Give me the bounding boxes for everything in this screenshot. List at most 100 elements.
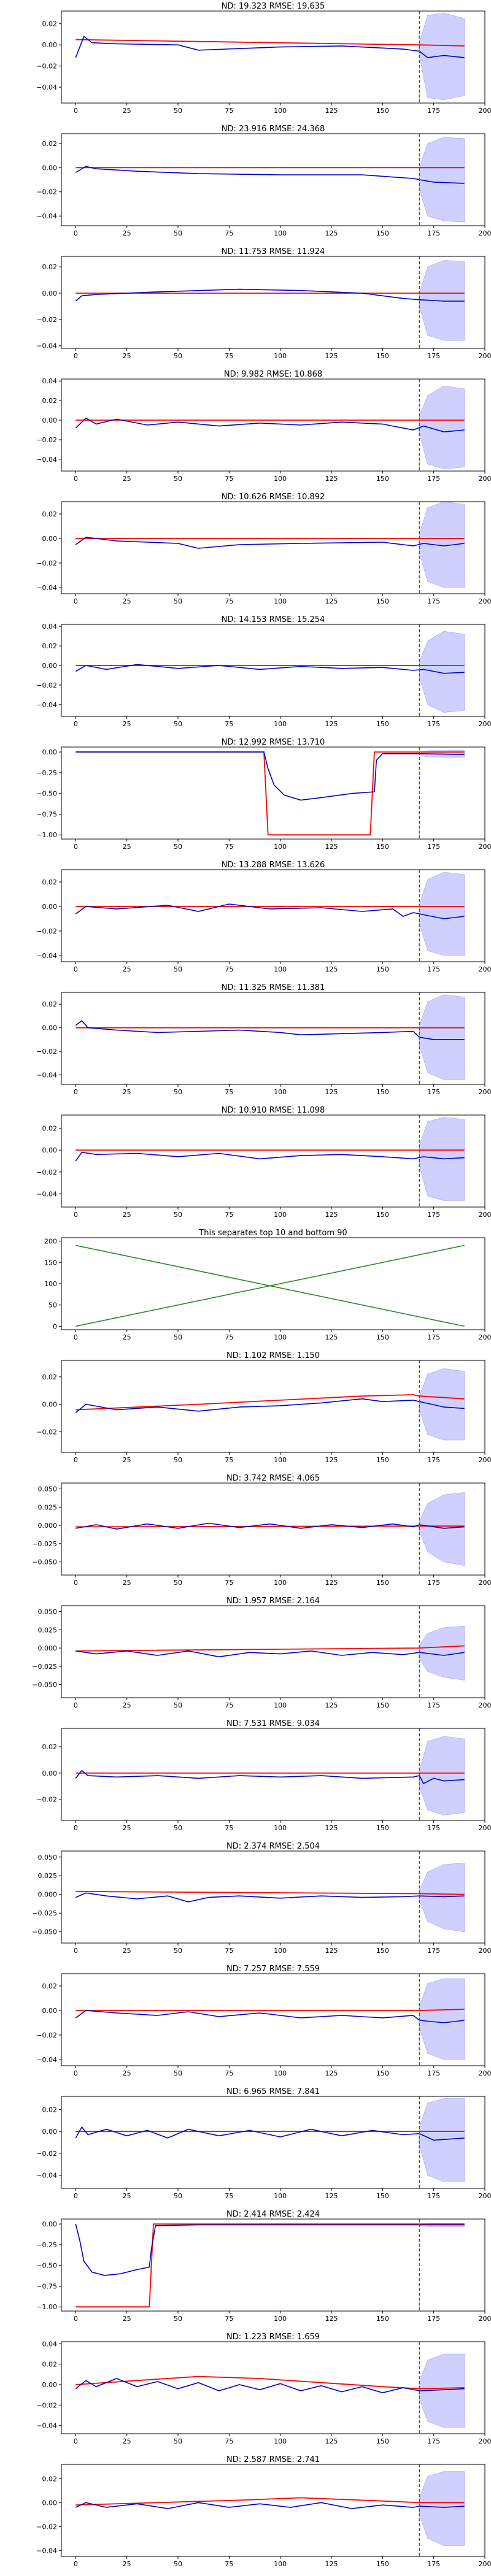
y-tick-label: −0.025 bbox=[32, 1540, 57, 1548]
x-tick-label: 100 bbox=[274, 1088, 287, 1096]
y-tick-label: 0.02 bbox=[42, 1743, 58, 1751]
ground-truth-line bbox=[75, 2375, 465, 2390]
x-tick-label: 175 bbox=[427, 2560, 440, 2568]
y-tick-label: −0.50 bbox=[36, 790, 57, 798]
y-tick-label: 0.025 bbox=[38, 1503, 58, 1511]
x-tick-label: 150 bbox=[376, 1088, 389, 1096]
x-tick-label: 25 bbox=[123, 597, 131, 605]
y-tick-label: −0.04 bbox=[36, 456, 57, 464]
plot-area bbox=[75, 1974, 465, 2066]
x-tick-label: 200 bbox=[479, 1333, 491, 1341]
x-tick-label: 75 bbox=[225, 107, 233, 115]
subplot-4: ND: 9.982 RMSE: 10.868 0 25 50 75 100 125 150 17… bbox=[36, 370, 491, 483]
plot-area bbox=[75, 2096, 465, 2188]
y-tick-label: −0.02 bbox=[36, 1048, 57, 1056]
x-tick-label: 25 bbox=[123, 107, 131, 115]
x-tick-label: 50 bbox=[174, 720, 182, 728]
y-tick-label: 0.00 bbox=[42, 2381, 58, 2389]
x-tick-label: 0 bbox=[74, 1824, 78, 1832]
x-tick-label: 150 bbox=[376, 1456, 389, 1464]
axes-frame bbox=[61, 1728, 485, 1821]
x-tick-label: 75 bbox=[225, 2192, 233, 2200]
x-tick-label: 100 bbox=[274, 1211, 287, 1219]
x-tick-label: 125 bbox=[325, 2315, 338, 2323]
prediction-interval-band bbox=[419, 1978, 465, 2060]
axes-frame bbox=[61, 992, 485, 1085]
prediction-interval-band bbox=[419, 872, 465, 956]
subplot-21: ND: 2.587 RMSE: 2.741 0 25 50 75 100 125 150 175… bbox=[36, 2455, 491, 2568]
prediction-line bbox=[75, 2502, 465, 2509]
subplot-title: ND: 2.374 RMSE: 2.504 bbox=[226, 1842, 320, 1851]
x-tick-label: 200 bbox=[479, 1579, 491, 1587]
x-tick-label: 175 bbox=[427, 1333, 440, 1341]
axes-frame bbox=[61, 2218, 485, 2312]
y-tick-label: 0.02 bbox=[42, 510, 58, 518]
y-tick-label: −0.25 bbox=[36, 2241, 57, 2249]
x-tick-label: 100 bbox=[274, 2315, 287, 2323]
subplot-12: ND: 1.102 RMSE: 1.150 0 25 50 75 100 125 150 175… bbox=[36, 1351, 491, 1464]
x-tick-label: 25 bbox=[123, 1211, 131, 1219]
ground-truth-line bbox=[75, 2497, 465, 2506]
y-tick-label: −0.02 bbox=[36, 436, 57, 444]
plot-area bbox=[75, 2219, 465, 2311]
x-tick-label: 100 bbox=[274, 107, 287, 115]
x-tick-label: 100 bbox=[274, 1579, 287, 1587]
subplot-title: This separates top 10 and bottom 90 bbox=[198, 1229, 347, 1238]
x-tick-label: 75 bbox=[225, 475, 233, 483]
y-tick-label: 150 bbox=[44, 1259, 57, 1267]
y-tick-label: −0.04 bbox=[36, 83, 57, 91]
axes-frame bbox=[61, 133, 485, 226]
plot-area bbox=[75, 1360, 465, 1452]
prediction-line bbox=[75, 1522, 465, 1530]
x-tick-label: 75 bbox=[225, 1333, 233, 1341]
x-tick-label: 150 bbox=[376, 107, 389, 115]
y-tick-label: −1.00 bbox=[36, 831, 57, 839]
subplot-5: ND: 10.626 RMSE: 10.892 0 25 50 75 100 125 150 1… bbox=[36, 493, 491, 605]
x-tick-label: 0 bbox=[74, 1088, 78, 1096]
prediction-interval-band bbox=[419, 137, 465, 223]
x-tick-label: 200 bbox=[479, 2437, 491, 2445]
x-tick-label: 200 bbox=[479, 2192, 491, 2200]
y-tick-label: −0.02 bbox=[36, 2523, 57, 2531]
y-tick-label: 0.00 bbox=[42, 1024, 58, 1032]
axes-frame bbox=[61, 869, 485, 962]
y-tick-label: −0.04 bbox=[36, 342, 57, 350]
plot-area bbox=[75, 1483, 465, 1575]
y-tick-label: 0.000 bbox=[38, 1644, 58, 1652]
y-tick-label: −0.04 bbox=[36, 1190, 57, 1198]
y-tick-label: 0.025 bbox=[38, 1626, 58, 1634]
subplot-18: ND: 6.965 RMSE: 7.841 0 25 50 75 100 125 150 175… bbox=[36, 2087, 491, 2200]
y-tick-label: −0.04 bbox=[36, 584, 57, 592]
x-tick-label: 175 bbox=[427, 1456, 440, 1464]
x-tick-label: 0 bbox=[74, 1456, 78, 1464]
subplot-title: ND: 14.153 RMSE: 15.254 bbox=[222, 615, 325, 624]
x-tick-label: 50 bbox=[174, 1579, 182, 1587]
x-tick-label: 150 bbox=[376, 1579, 389, 1587]
subplot-title: ND: 3.742 RMSE: 4.065 bbox=[226, 1474, 320, 1483]
x-tick-label: 100 bbox=[274, 352, 287, 360]
plot-area bbox=[75, 1244, 465, 1327]
subplot-title: ND: 6.965 RMSE: 7.841 bbox=[226, 2087, 320, 2096]
axes-frame bbox=[61, 2341, 485, 2434]
x-tick-label: 200 bbox=[479, 843, 491, 851]
x-tick-label: 75 bbox=[225, 1088, 233, 1096]
x-tick-label: 25 bbox=[123, 965, 131, 973]
x-tick-label: 125 bbox=[325, 2560, 338, 2568]
y-tick-label: 0.02 bbox=[42, 397, 58, 405]
x-tick-label: 25 bbox=[123, 843, 131, 851]
x-tick-label: 50 bbox=[174, 107, 182, 115]
y-tick-label: 0.02 bbox=[42, 1373, 58, 1381]
x-tick-label: 75 bbox=[225, 720, 233, 728]
x-tick-label: 175 bbox=[427, 1824, 440, 1832]
x-tick-label: 200 bbox=[479, 965, 491, 973]
x-tick-label: 75 bbox=[225, 1579, 233, 1587]
y-tick-label: −0.02 bbox=[36, 63, 57, 71]
prediction-interval-band bbox=[419, 2353, 465, 2428]
plot-area bbox=[75, 2342, 465, 2434]
prediction-line bbox=[75, 36, 465, 58]
x-tick-label: 200 bbox=[479, 2315, 491, 2323]
plot-area bbox=[75, 1606, 465, 1698]
subplot-title: ND: 1.223 RMSE: 1.659 bbox=[226, 2333, 320, 2342]
x-tick-label: 125 bbox=[325, 1701, 338, 1709]
x-tick-label: 100 bbox=[274, 1947, 287, 1955]
